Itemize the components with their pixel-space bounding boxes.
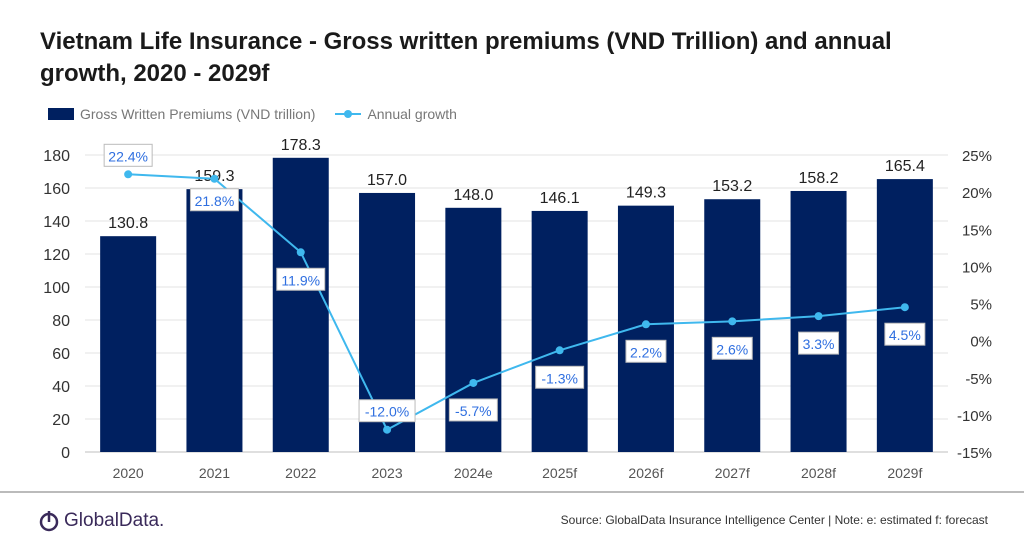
growth-label-box	[103, 143, 153, 167]
bar-value-label: 153.2	[712, 178, 752, 195]
bar	[876, 179, 933, 452]
y2-tick-label: 15%	[962, 222, 992, 239]
growth-point	[641, 320, 650, 329]
growth-label-box	[711, 336, 753, 360]
growth-label: 21.8%	[195, 193, 235, 209]
y-tick-label: 120	[43, 247, 70, 264]
x-tick-label: 2021	[199, 465, 230, 481]
y2-tick-label: 0%	[970, 334, 992, 351]
y-tick-label: 160	[43, 181, 70, 198]
bar-value-label: 157.0	[367, 172, 407, 189]
growth-label-box	[535, 365, 585, 389]
bar-value-label: 158.2	[799, 170, 839, 187]
growth-label-box	[189, 188, 239, 212]
x-tick-label: 2022	[285, 465, 316, 481]
y-tick-label: 180	[43, 148, 70, 165]
bar	[617, 205, 674, 452]
growth-label: -12.0%	[365, 404, 409, 420]
y-tick-label: 60	[52, 346, 70, 363]
y2-tick-label: -10%	[957, 408, 992, 425]
growth-label: 22.4%	[108, 148, 148, 164]
growth-label: -5.7%	[455, 403, 492, 419]
growth-point	[728, 317, 737, 326]
y-tick-label: 80	[52, 313, 70, 330]
y-tick-label: 40	[52, 379, 70, 396]
y2-tick-label: 10%	[962, 259, 992, 276]
legend: Gross Written Premiums (VND trillion) An…	[48, 106, 457, 122]
bar-value-label: 146.1	[540, 190, 580, 207]
chart-title: Vietnam Life Insurance - Gross written p…	[40, 28, 892, 87]
bar-value-label: 149.3	[626, 185, 666, 202]
logo-text: GlobalData.	[64, 510, 165, 531]
x-tick-label: 2028f	[801, 465, 836, 481]
bar-value-label: 165.4	[885, 158, 925, 175]
x-tick-label: 2027f	[715, 465, 750, 481]
growth-point	[296, 248, 305, 257]
y2-tick-label: -5%	[965, 371, 992, 388]
bar	[531, 210, 588, 452]
y-tick-label: 140	[43, 214, 70, 231]
y-tick-label: 100	[43, 280, 70, 297]
globaldata-logo: GlobalData.	[38, 509, 164, 533]
growth-label: -1.3%	[541, 370, 578, 386]
growth-label-box	[276, 267, 326, 291]
growth-point	[555, 346, 564, 355]
logo-icon	[39, 511, 59, 532]
bar	[272, 157, 329, 452]
growth-label-box	[358, 399, 416, 423]
growth-line	[128, 173, 905, 432]
bar-value-label: 178.3	[281, 137, 321, 154]
source-note: Source: GlobalData Insurance Intelligenc…	[560, 513, 988, 527]
growth-label-box	[625, 339, 667, 363]
footer-divider	[0, 491, 1024, 493]
legend-bar-swatch	[48, 108, 74, 120]
x-tick-label: 2029f	[887, 465, 922, 481]
growth-point	[900, 303, 909, 312]
bar	[100, 236, 157, 452]
y2-tick-label: 25%	[962, 148, 992, 165]
legend-line-label: Annual growth	[367, 106, 457, 122]
y2-tick-label: 20%	[962, 185, 992, 202]
bar-value-label: 130.8	[108, 215, 148, 232]
growth-label: 11.9%	[281, 272, 320, 288]
growth-label: 2.6%	[716, 341, 748, 357]
growth-point	[469, 378, 478, 387]
growth-point	[814, 312, 823, 321]
growth-label: 4.5%	[889, 327, 921, 343]
x-tick-label: 2024e	[454, 465, 493, 481]
growth-point	[124, 170, 133, 179]
x-tick-label: 2026f	[628, 465, 663, 481]
growth-label-box	[798, 331, 840, 355]
bar-value-label: 148.0	[453, 187, 493, 204]
growth-label: 2.2%	[630, 344, 662, 360]
y-tick-label: 20	[52, 412, 70, 429]
growth-point	[210, 174, 219, 183]
x-tick-label: 2023	[371, 465, 402, 481]
x-tick-label: 2020	[113, 465, 144, 481]
growth-label-box	[884, 322, 926, 346]
bar	[186, 189, 243, 452]
y2-tick-label: -15%	[957, 445, 992, 462]
growth-label: 3.3%	[803, 336, 835, 352]
legend-bar-label: Gross Written Premiums (VND trillion)	[80, 106, 316, 122]
bar	[704, 199, 761, 452]
growth-label-box	[448, 398, 498, 422]
legend-line-swatch	[335, 110, 362, 118]
x-tick-label: 2025f	[542, 465, 577, 481]
bar	[790, 190, 847, 452]
growth-point	[383, 425, 392, 434]
y2-tick-label: 5%	[970, 297, 992, 314]
y-tick-label: 0	[61, 445, 70, 462]
